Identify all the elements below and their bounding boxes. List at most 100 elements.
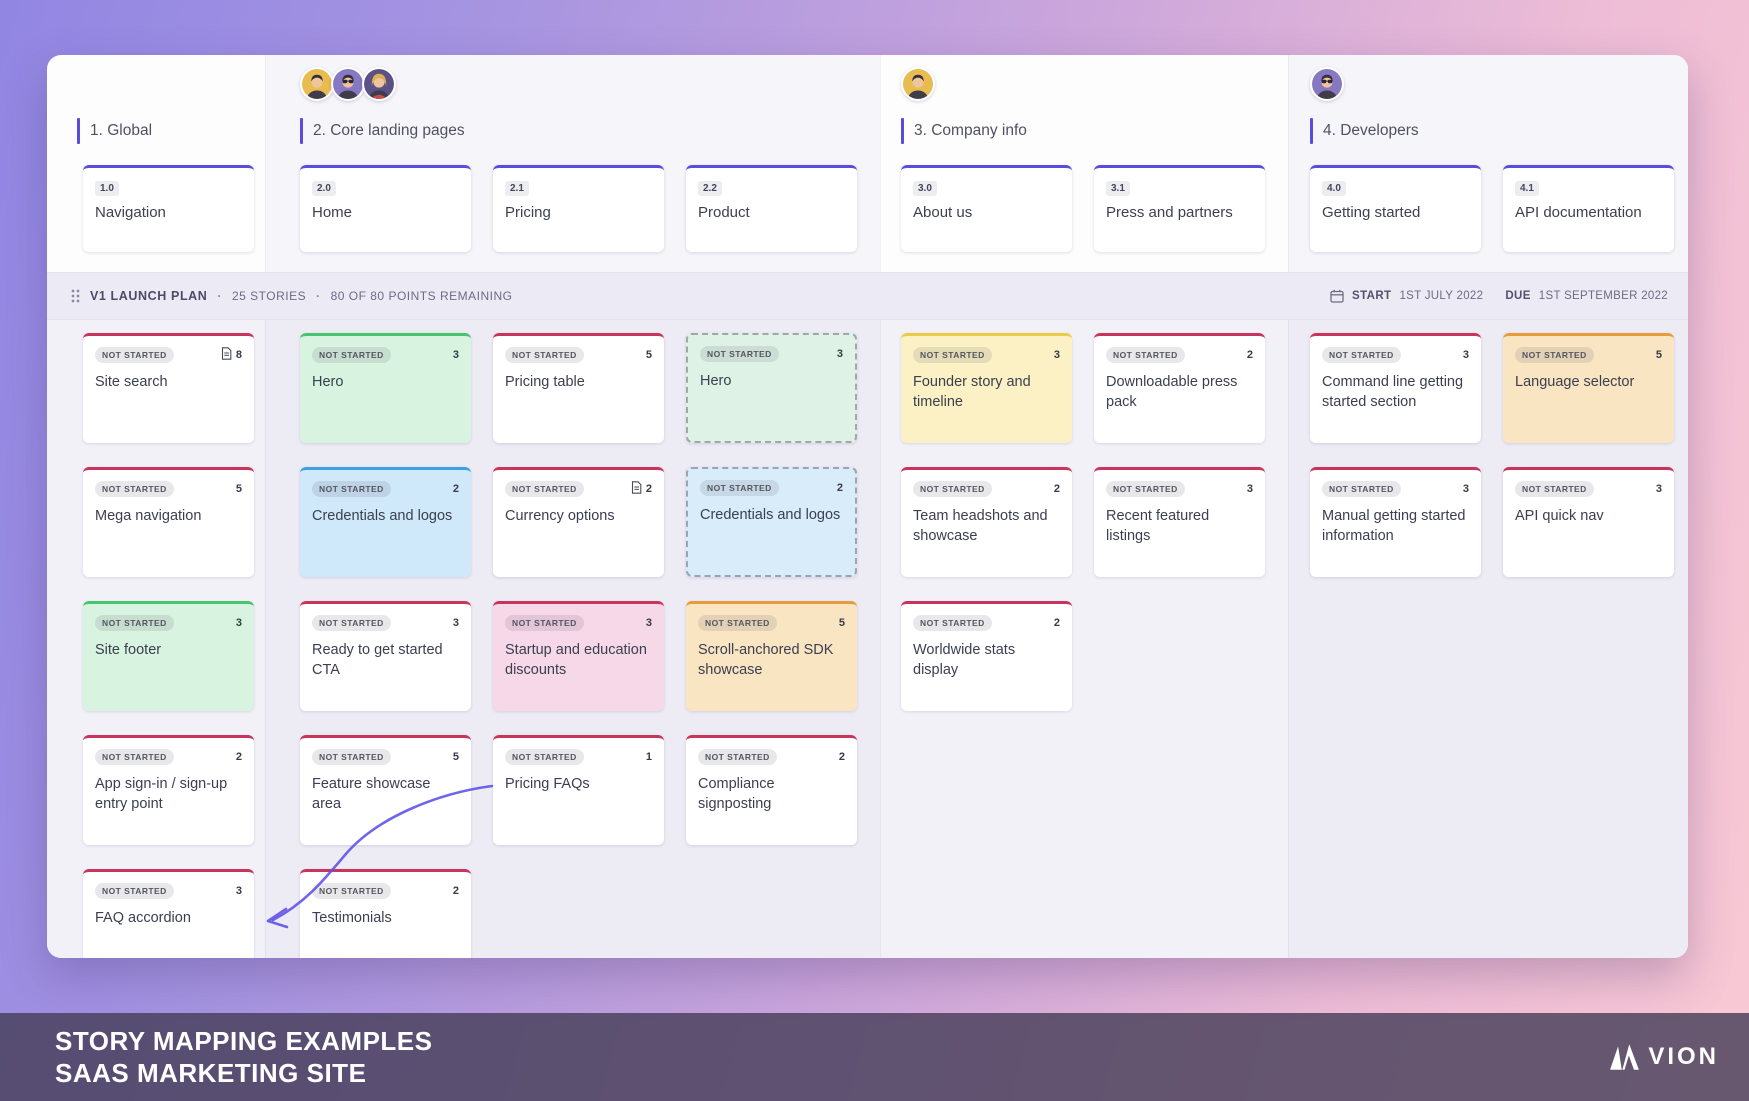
points-value: 3 [1462, 483, 1469, 495]
step-card[interactable]: 4.1 API documentation [1503, 165, 1674, 252]
story-card[interactable]: NOT STARTED 3 Hero [300, 333, 471, 443]
separator-dot: · [217, 289, 222, 303]
points-value: 3 [1462, 349, 1469, 361]
story-card-header: NOT STARTED 5 [505, 347, 652, 363]
status-badge: NOT STARTED [1106, 481, 1185, 497]
story-card-header: NOT STARTED 3 [95, 615, 242, 631]
column-title[interactable]: 1. Global [77, 117, 152, 145]
story-card[interactable]: NOT STARTED 3 Manual getting started infor… [1310, 467, 1481, 577]
story-card[interactable]: NOT STARTED 3 API quick nav [1503, 467, 1674, 577]
step-card[interactable]: 3.1 Press and partners [1094, 165, 1265, 252]
story-card-header: NOT STARTED 2 [95, 749, 242, 765]
status-badge: NOT STARTED [95, 615, 174, 631]
status-badge: NOT STARTED [312, 749, 391, 765]
story-card[interactable]: NOT STARTED 3 Command line getting started… [1310, 333, 1481, 443]
avatar-man-glasses[interactable] [331, 67, 365, 101]
step-card[interactable]: 4.0 Getting started [1310, 165, 1481, 252]
avatar-man[interactable] [300, 67, 334, 101]
release-header: V1 LAUNCH PLAN · 25 STORIES · 80 OF 80 P… [47, 272, 1688, 320]
column-title[interactable]: 4. Developers [1310, 117, 1419, 145]
story-card[interactable]: NOT STARTED 2 Credentials and logos [686, 467, 857, 577]
release-due-label: DUE [1505, 290, 1531, 302]
story-card[interactable]: NOT STARTED 5 Pricing table [493, 333, 664, 443]
story-card-header: NOT STARTED 3 [700, 346, 843, 362]
column-title-label: 2. Core landing pages [313, 122, 465, 139]
story-card[interactable]: NOT STARTED 2 Testimonials [300, 869, 471, 958]
story-points: 3 [1247, 483, 1253, 495]
step-card[interactable]: 2.0 Home [300, 165, 471, 252]
story-card[interactable]: NOT STARTED 2 Currency options [493, 467, 664, 577]
column-divider [880, 55, 881, 958]
story-title: Site search [95, 374, 168, 390]
story-card[interactable]: NOT STARTED 3 Site footer [83, 601, 254, 711]
story-card-header: NOT STARTED 3 [95, 883, 242, 899]
story-points: 5 [453, 751, 459, 763]
story-card[interactable]: NOT STARTED 5 Feature showcase area [300, 735, 471, 845]
step-title: Press and partners [1106, 204, 1233, 221]
points-value: 2 [1246, 349, 1253, 361]
story-card[interactable]: NOT STARTED 5 Mega navigation [83, 467, 254, 577]
story-points: 2 [837, 482, 843, 494]
story-points: 2 [1054, 617, 1060, 629]
story-card[interactable]: NOT STARTED 2 Compliance signposting [686, 735, 857, 845]
release-name[interactable]: V1 LAUNCH PLAN [90, 289, 208, 303]
release-start-date: 1ST JULY 2022 [1399, 290, 1484, 302]
step-title: Getting started [1322, 204, 1421, 221]
story-card[interactable]: NOT STARTED 3 Founder story and timeline [901, 333, 1072, 443]
step-number: 2.0 [312, 181, 336, 196]
story-card[interactable]: NOT STARTED 2 Downloadable press pack [1094, 333, 1265, 443]
status-badge: NOT STARTED [505, 347, 584, 363]
step-number: 3.0 [913, 181, 937, 196]
story-points: 2 [839, 751, 845, 763]
points-value: 2 [1053, 617, 1060, 629]
story-card[interactable]: NOT STARTED 8 Site search [83, 333, 254, 443]
story-points: 3 [1054, 349, 1060, 361]
story-card[interactable]: NOT STARTED 3 Ready to get started CTA [300, 601, 471, 711]
story-points: 3 [1656, 483, 1662, 495]
points-value: 3 [235, 885, 242, 897]
story-points: 5 [236, 483, 242, 495]
avatar-woman[interactable] [362, 67, 396, 101]
story-card[interactable]: NOT STARTED 3 Recent featured listings [1094, 467, 1265, 577]
document-icon [631, 481, 642, 497]
story-card[interactable]: NOT STARTED 1 Pricing FAQs [493, 735, 664, 845]
step-card[interactable]: 1.0 Navigation [83, 165, 254, 252]
story-card-header: NOT STARTED 2 [700, 480, 843, 496]
story-card[interactable]: NOT STARTED 2 Team headshots and showcase [901, 467, 1072, 577]
story-card-header: NOT STARTED 2 [913, 615, 1060, 631]
story-card[interactable]: NOT STARTED 5 Scroll-anchored SDK showcase [686, 601, 857, 711]
status-badge: NOT STARTED [913, 481, 992, 497]
story-card-header: NOT STARTED 3 [1515, 481, 1662, 497]
story-card[interactable]: NOT STARTED 2 Worldwide stats display [901, 601, 1072, 711]
story-card[interactable]: NOT STARTED 5 Language selector [1503, 333, 1674, 443]
column-title[interactable]: 2. Core landing pages [300, 117, 465, 145]
column-title-label: 4. Developers [1323, 122, 1419, 139]
story-card-header: NOT STARTED 3 [312, 347, 459, 363]
story-card[interactable]: NOT STARTED 3 Startup and education discou… [493, 601, 664, 711]
story-card[interactable]: NOT STARTED 2 Credentials and logos [300, 467, 471, 577]
avatar-man[interactable] [901, 67, 935, 101]
status-badge: NOT STARTED [95, 883, 174, 899]
story-card[interactable]: NOT STARTED 2 App sign-in / sign-up entry … [83, 735, 254, 845]
release-start-label: START [1352, 290, 1392, 302]
points-value: 3 [836, 348, 843, 360]
drag-handle-icon[interactable] [71, 288, 80, 304]
avatar-man-glasses[interactable] [1310, 67, 1344, 101]
column-title[interactable]: 3. Company info [901, 117, 1027, 145]
story-card[interactable]: NOT STARTED 3 FAQ accordion [83, 869, 254, 958]
story-points: 3 [453, 617, 459, 629]
column-title-label: 3. Company info [914, 122, 1027, 139]
step-card[interactable]: 2.2 Product [686, 165, 857, 252]
story-title: Recent featured listings [1106, 508, 1210, 545]
story-card-header: NOT STARTED 5 [312, 749, 459, 765]
caption-text: STORY MAPPING EXAMPLES SAAS MARKETING SI… [55, 1025, 432, 1090]
step-card[interactable]: 2.1 Pricing [493, 165, 664, 252]
story-title: Hero [700, 373, 732, 389]
release-points-remaining: 80 OF 80 POINTS REMAINING [330, 289, 513, 303]
points-value: 2 [452, 885, 459, 897]
points-value: 3 [645, 617, 652, 629]
story-title: API quick nav [1515, 508, 1604, 524]
assignee-avatars [901, 67, 935, 101]
story-card[interactable]: NOT STARTED 3 Hero [686, 333, 857, 443]
step-card[interactable]: 3.0 About us [901, 165, 1072, 252]
